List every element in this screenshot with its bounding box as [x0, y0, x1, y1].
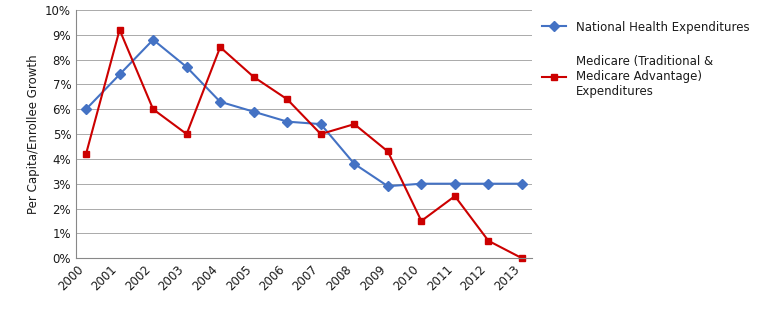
Legend: National Health Expenditures, Medicare (Traditional &
Medicare Advantage)
Expend: National Health Expenditures, Medicare (…	[543, 21, 749, 98]
Y-axis label: Per Capita/Enrollee Growth: Per Capita/Enrollee Growth	[27, 54, 40, 214]
